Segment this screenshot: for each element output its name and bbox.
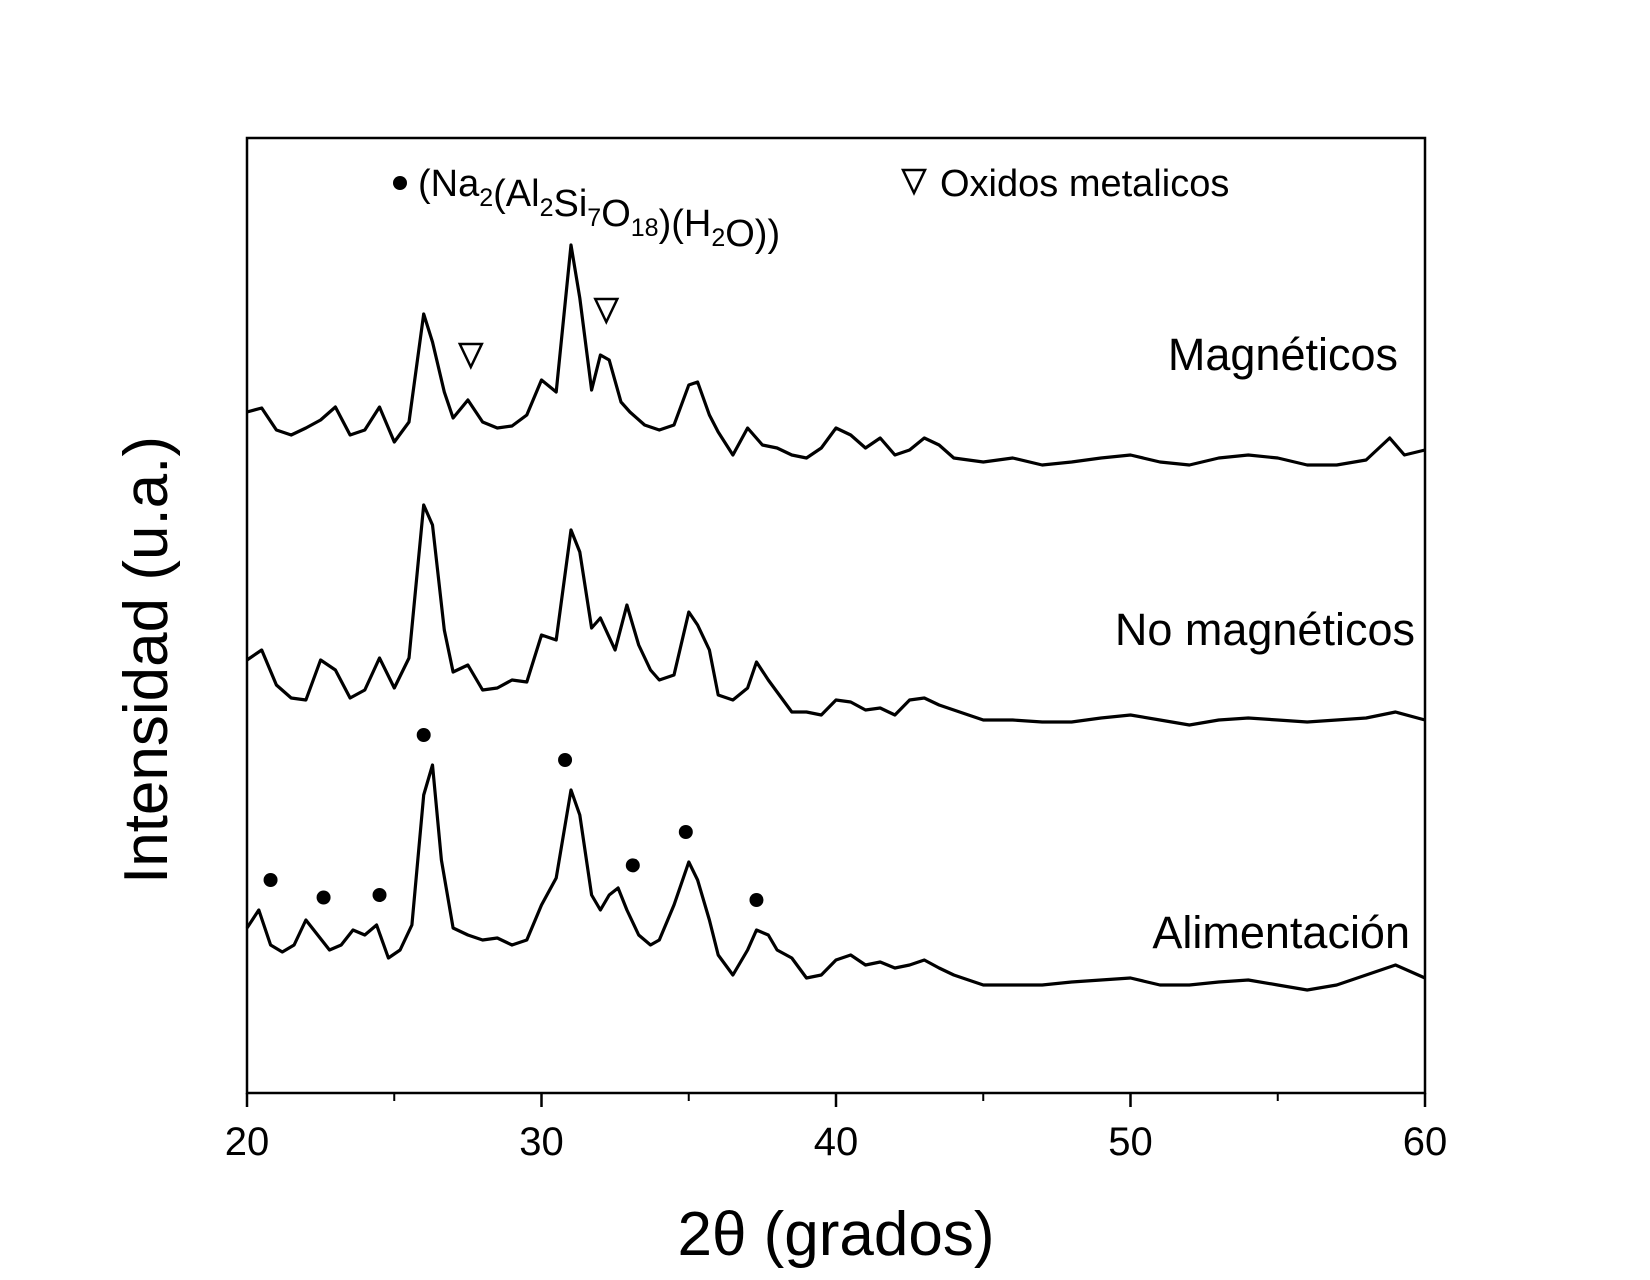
legend-label-oxidos: Oxidos metalicos xyxy=(940,163,1229,205)
series-line-magn-ticos xyxy=(246,243,1426,467)
y-axis-title: Intensidad (u.a.) xyxy=(112,436,181,884)
label-layer: Magnéticos No magnéticos Alimentación xyxy=(1115,329,1415,958)
x-axis-title: 2θ (grados) xyxy=(677,1200,994,1269)
legend-triangle-marker xyxy=(901,168,927,196)
x-tick-label: 30 xyxy=(519,1120,564,1164)
x-tick-label: 60 xyxy=(1403,1120,1448,1164)
phase-circle-marker xyxy=(749,893,764,907)
x-tick-label: 20 xyxy=(225,1120,270,1164)
series-line-alimentaci-n xyxy=(245,763,1426,992)
marker-layer xyxy=(263,297,764,907)
tick-layer: 20 30 40 50 60 xyxy=(225,1093,1448,1164)
oxide-triangle-marker xyxy=(457,342,484,370)
series-label-no-magn-ticos: No magnéticos xyxy=(1115,604,1415,655)
legend-label-formula: (Na2(Al2Si7O18)(H2O)) xyxy=(418,163,780,255)
series-layer xyxy=(245,243,1426,992)
phase-circle-marker xyxy=(316,890,331,905)
series-line-no-magn-ticos xyxy=(246,503,1426,727)
series-label-magn-ticos: Magnéticos xyxy=(1168,329,1398,380)
phase-circle-marker xyxy=(625,858,640,873)
x-tick-label: 50 xyxy=(1108,1120,1153,1164)
legend-circle-marker xyxy=(393,176,407,190)
phase-circle-marker xyxy=(372,888,387,902)
phase-circle-marker xyxy=(558,753,573,767)
series-label-alimentaci-n: Alimentación xyxy=(1152,907,1410,958)
oxide-triangle-marker xyxy=(593,297,620,325)
legend: (Na2(Al2Si7O18)(H2O)) Oxidos metalicos xyxy=(393,163,1229,255)
x-tick-label: 40 xyxy=(814,1120,859,1164)
phase-circle-marker xyxy=(263,873,278,887)
phase-circle-marker xyxy=(678,825,693,839)
phase-circle-marker xyxy=(416,728,431,742)
